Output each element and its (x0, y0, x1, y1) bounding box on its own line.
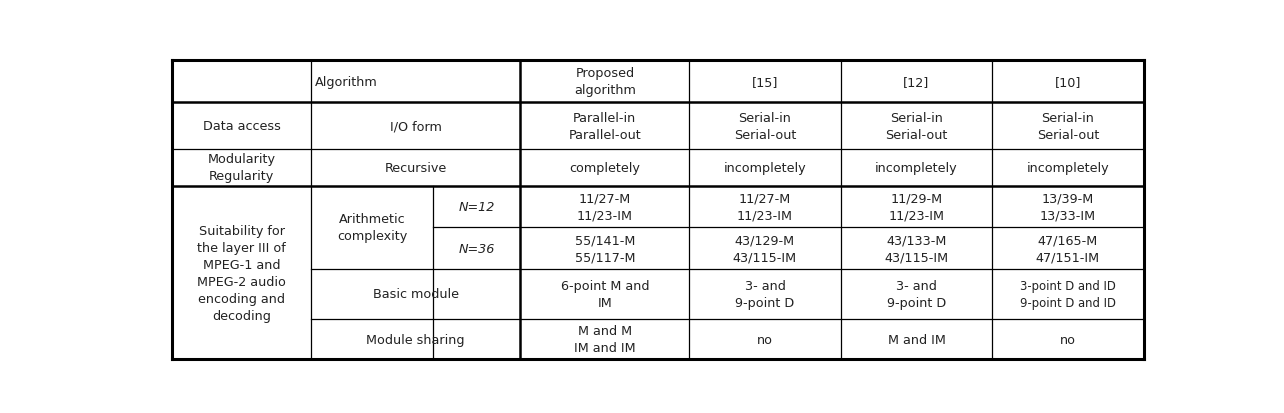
Text: Data access: Data access (203, 120, 280, 133)
Text: N=12: N=12 (458, 201, 496, 214)
Text: Module sharing: Module sharing (366, 333, 465, 346)
Text: N=36: N=36 (458, 242, 496, 255)
Text: 43/133-M
43/115-IM: 43/133-M 43/115-IM (885, 234, 949, 263)
Text: no: no (1059, 333, 1076, 346)
Text: [15]: [15] (752, 76, 778, 88)
Text: 6-point M and
IM: 6-point M and IM (561, 279, 650, 309)
Text: Basic module: Basic module (372, 287, 458, 301)
Text: Proposed
algorithm: Proposed algorithm (574, 67, 636, 97)
Text: Recursive: Recursive (384, 161, 447, 174)
Text: Serial-in
Serial-out: Serial-in Serial-out (734, 111, 796, 141)
Text: 43/129-M
43/115-IM: 43/129-M 43/115-IM (733, 234, 797, 263)
Text: [12]: [12] (904, 76, 930, 88)
Text: M and IM: M and IM (887, 333, 945, 346)
Text: Modularity
Regularity: Modularity Regularity (208, 153, 276, 183)
Text: no: no (758, 333, 773, 346)
Text: Serial-in
Serial-out: Serial-in Serial-out (1036, 111, 1099, 141)
Text: Arithmetic
complexity: Arithmetic complexity (336, 213, 407, 243)
Text: Parallel-in
Parallel-out: Parallel-in Parallel-out (569, 111, 641, 141)
Text: incompletely: incompletely (724, 161, 806, 174)
Text: 11/29-M
11/23-IM: 11/29-M 11/23-IM (889, 192, 945, 222)
Text: 11/27-M
11/23-IM: 11/27-M 11/23-IM (737, 192, 794, 222)
Text: 11/27-M
11/23-IM: 11/27-M 11/23-IM (577, 192, 633, 222)
Text: I/O form: I/O form (389, 120, 442, 133)
Text: Algorithm: Algorithm (315, 76, 377, 88)
Text: completely: completely (569, 161, 641, 174)
Text: incompletely: incompletely (1027, 161, 1109, 174)
Text: [10]: [10] (1054, 76, 1081, 88)
Text: 3- and
9-point D: 3- and 9-point D (736, 279, 795, 309)
Text: incompletely: incompletely (876, 161, 958, 174)
Text: 55/141-M
55/117-M: 55/141-M 55/117-M (574, 234, 636, 263)
Text: 47/165-M
47/151-IM: 47/165-M 47/151-IM (1036, 234, 1100, 263)
Text: M and M
IM and IM: M and M IM and IM (574, 324, 636, 354)
Text: Serial-in
Serial-out: Serial-in Serial-out (885, 111, 948, 141)
Text: Suitability for
the layer III of
MPEG-1 and
MPEG-2 audio
encoding and
decoding: Suitability for the layer III of MPEG-1 … (196, 224, 286, 322)
Text: 3-point D and ID
9-point D and ID: 3-point D and ID 9-point D and ID (1019, 279, 1116, 309)
Text: 3- and
9-point D: 3- and 9-point D (887, 279, 946, 309)
Text: 13/39-M
13/33-IM: 13/39-M 13/33-IM (1040, 192, 1097, 222)
